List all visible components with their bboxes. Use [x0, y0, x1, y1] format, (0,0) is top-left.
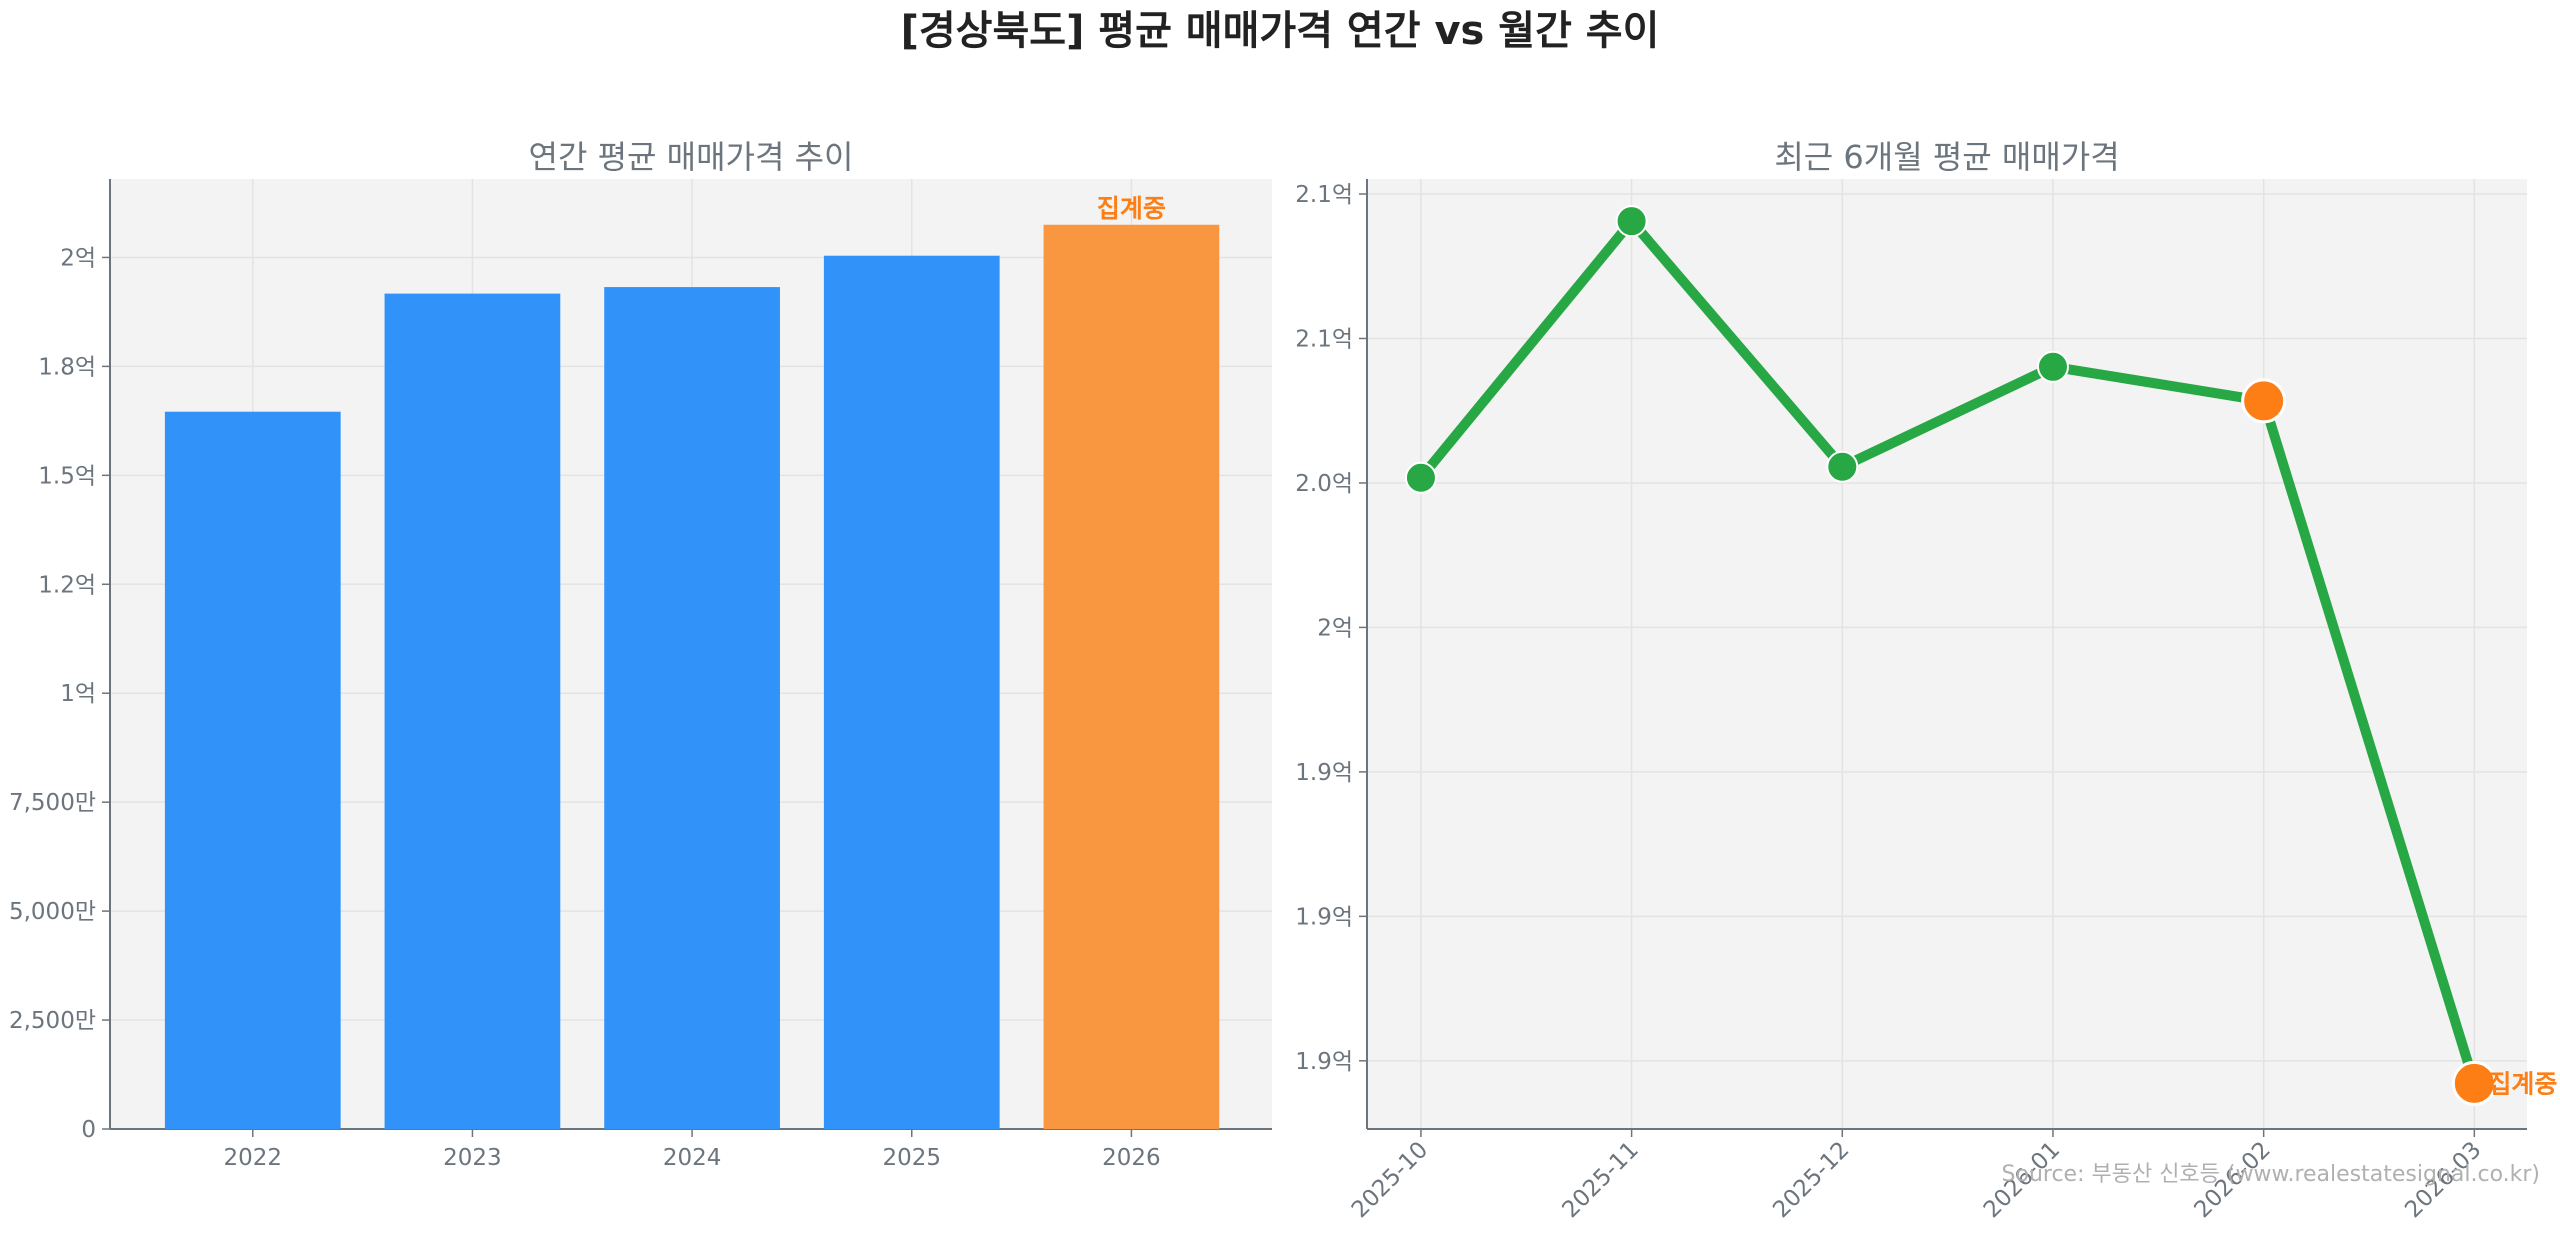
point-2026-01 [2036, 350, 2069, 383]
annual-bar-chart: 연간 평균 매매가격 추이 0 2,500만 5,000만 7,500만 1억 1.2억 1… [9, 138, 1272, 1171]
point-2026-03 [2451, 1060, 2497, 1106]
bar-2024 [604, 287, 780, 1130]
monthly-y-tick-label: 2.1억 [1295, 326, 1353, 352]
bar-2026 [1043, 224, 1220, 1129]
annual-x-tick-label: 2024 [663, 1145, 722, 1171]
price-line [1417, 216, 2480, 1085]
annual-y-tick-label: 2억 [60, 245, 96, 271]
source-note: Source: 부동산 신호등 (www.realestatesignal.co… [2002, 1162, 2540, 1187]
annual-y-tick-label: 2,500만 [9, 1008, 96, 1034]
annual-y-tick-label: 0 [81, 1117, 96, 1143]
monthly-y-tick-label: 2.1억 [1295, 182, 1353, 208]
monthly-y-tick-label: 1.9억 [1295, 760, 1353, 786]
monthly-x-tick-label: 2025-11 [1558, 1137, 1644, 1223]
annual-y-tick-label: 1.8억 [38, 354, 96, 380]
point-2025-10 [1404, 461, 1437, 494]
monthly-x-tick-label: 2025-10 [1347, 1137, 1433, 1223]
monthly-y-tick-label: 1.9억 [1295, 904, 1353, 930]
annual-y-tick-label: 1.5억 [38, 463, 96, 489]
monthly-y-tick-label: 2.0억 [1295, 471, 1353, 497]
pending-label: 집계중 [2488, 1069, 2557, 1098]
figure-title: [경상북도] 평균 매매가격 연간 vs 월간 추이 [901, 8, 1660, 54]
monthly-y-tick-label: 2억 [1317, 615, 1353, 641]
annual-x-tick-label: 2026 [1102, 1145, 1161, 1171]
annual-x-tick-label: 2025 [882, 1145, 941, 1171]
annual-x-tick-label: 2022 [224, 1145, 283, 1171]
point-2025-12 [1826, 450, 1859, 483]
point-2025-11 [1615, 205, 1648, 238]
annual-chart-title: 연간 평균 매매가격 추이 [529, 138, 854, 176]
monthly-chart-title: 최근 6개월 평균 매매가격 [1774, 138, 2119, 176]
pending-label: 집계중 [1097, 194, 1166, 223]
bar-2023 [384, 293, 561, 1129]
bar-2025 [823, 255, 1000, 1129]
monthly-y-tick-label: 1.9억 [1295, 1049, 1353, 1075]
annual-y-tick-label: 1억 [60, 681, 96, 707]
point-2026-02 [2241, 378, 2287, 424]
bar-2022 [164, 411, 341, 1129]
annual-y-tick-label: 5,000만 [9, 899, 96, 925]
annual-x-tick-label: 2023 [443, 1145, 502, 1171]
annual-y-tick-label: 1.2억 [38, 572, 96, 598]
monthly-plot-area [1367, 179, 2527, 1129]
monthly-x-tick-label: 2025-12 [1768, 1137, 1854, 1223]
annual-y-tick-label: 7,500만 [9, 790, 96, 816]
monthly-line-chart: 최근 6개월 평균 매매가격 2.1억 2.1억 2.0억 2억 1.9억 1.9억 1.9… [1295, 138, 2557, 1223]
